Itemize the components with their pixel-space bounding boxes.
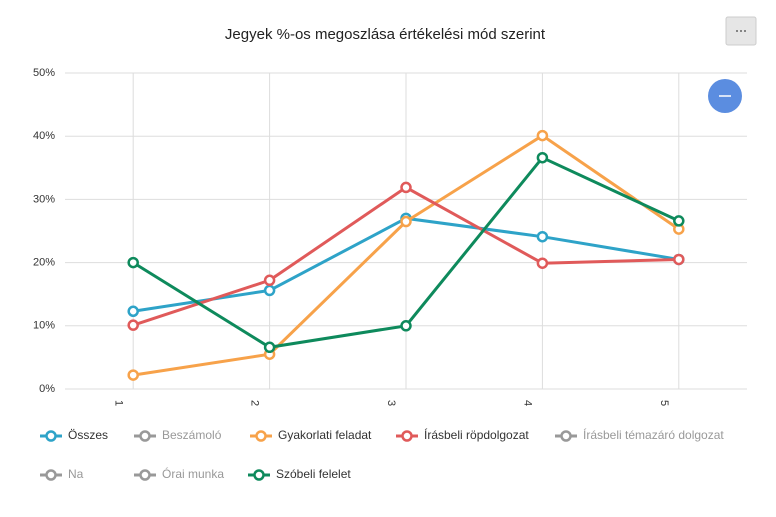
- legend-marker: [139, 469, 151, 481]
- data-point: [536, 230, 549, 243]
- data-point: [263, 341, 276, 354]
- data-point: [263, 284, 276, 297]
- chart-title: Jegyek %-os megoszlása értékelési mód sz…: [225, 26, 546, 43]
- data-point: [127, 369, 139, 381]
- legend-item[interactable]: Szóbeli felelet: [248, 467, 351, 481]
- legend-label: Na: [68, 467, 84, 481]
- data-point: [127, 305, 139, 318]
- legend-item[interactable]: Írásbeli röpdolgozat: [396, 427, 529, 442]
- y-tick-label: 50%: [33, 67, 55, 79]
- data-point: [536, 129, 549, 142]
- y-tick-label: 0%: [39, 383, 55, 395]
- y-tick-label: 20%: [33, 257, 55, 269]
- legend-marker: [560, 430, 572, 442]
- legend-marker: [45, 430, 57, 442]
- y-tick-label: 10%: [33, 320, 55, 332]
- data-point: [536, 257, 549, 269]
- legend-label: Írásbeli röpdolgozat: [424, 427, 529, 442]
- x-tick-label: 5: [658, 400, 670, 406]
- y-tick-label: 30%: [33, 193, 55, 205]
- legend-item[interactable]: Írásbeli témazáró dolgozat: [555, 427, 724, 442]
- menu-dot: [744, 30, 746, 32]
- legend-label: Összes: [68, 428, 108, 442]
- data-point: [127, 256, 139, 269]
- legend-item[interactable]: Beszámoló: [134, 428, 222, 442]
- data-point: [536, 151, 549, 164]
- menu-button[interactable]: [725, 16, 757, 46]
- legend-item[interactable]: Órai munka: [134, 466, 224, 481]
- data-point: [400, 215, 412, 228]
- legend-marker: [139, 430, 151, 442]
- legend-label: Szóbeli felelet: [276, 467, 351, 481]
- legend-marker: [45, 469, 57, 481]
- legend-label: Írásbeli témazáró dolgozat: [583, 427, 724, 442]
- x-tick-label: 4: [521, 400, 533, 406]
- data-point: [263, 274, 276, 287]
- data-point: [127, 319, 139, 331]
- legend-item[interactable]: Gyakorlati feladat: [250, 428, 372, 442]
- legend-item[interactable]: Összes: [40, 428, 108, 442]
- legend-item[interactable]: Na: [40, 467, 84, 481]
- y-tick-label: 40%: [33, 130, 55, 142]
- x-tick-label: 1: [112, 400, 124, 406]
- data-point: [400, 181, 412, 194]
- legend-label: Gyakorlati feladat: [278, 428, 372, 442]
- legend-label: Órai munka: [162, 466, 224, 481]
- legend-marker: [255, 430, 267, 442]
- data-point: [673, 253, 685, 266]
- data-point: [673, 215, 685, 227]
- menu-dot: [736, 30, 738, 32]
- menu-dot: [740, 30, 742, 32]
- legend-marker: [253, 469, 265, 481]
- x-tick-label: 3: [385, 400, 397, 406]
- data-point: [400, 320, 412, 332]
- zoom-button[interactable]: [708, 79, 742, 113]
- x-tick-label: 2: [249, 400, 261, 406]
- legend-marker: [401, 430, 413, 442]
- legend-label: Beszámoló: [162, 428, 222, 442]
